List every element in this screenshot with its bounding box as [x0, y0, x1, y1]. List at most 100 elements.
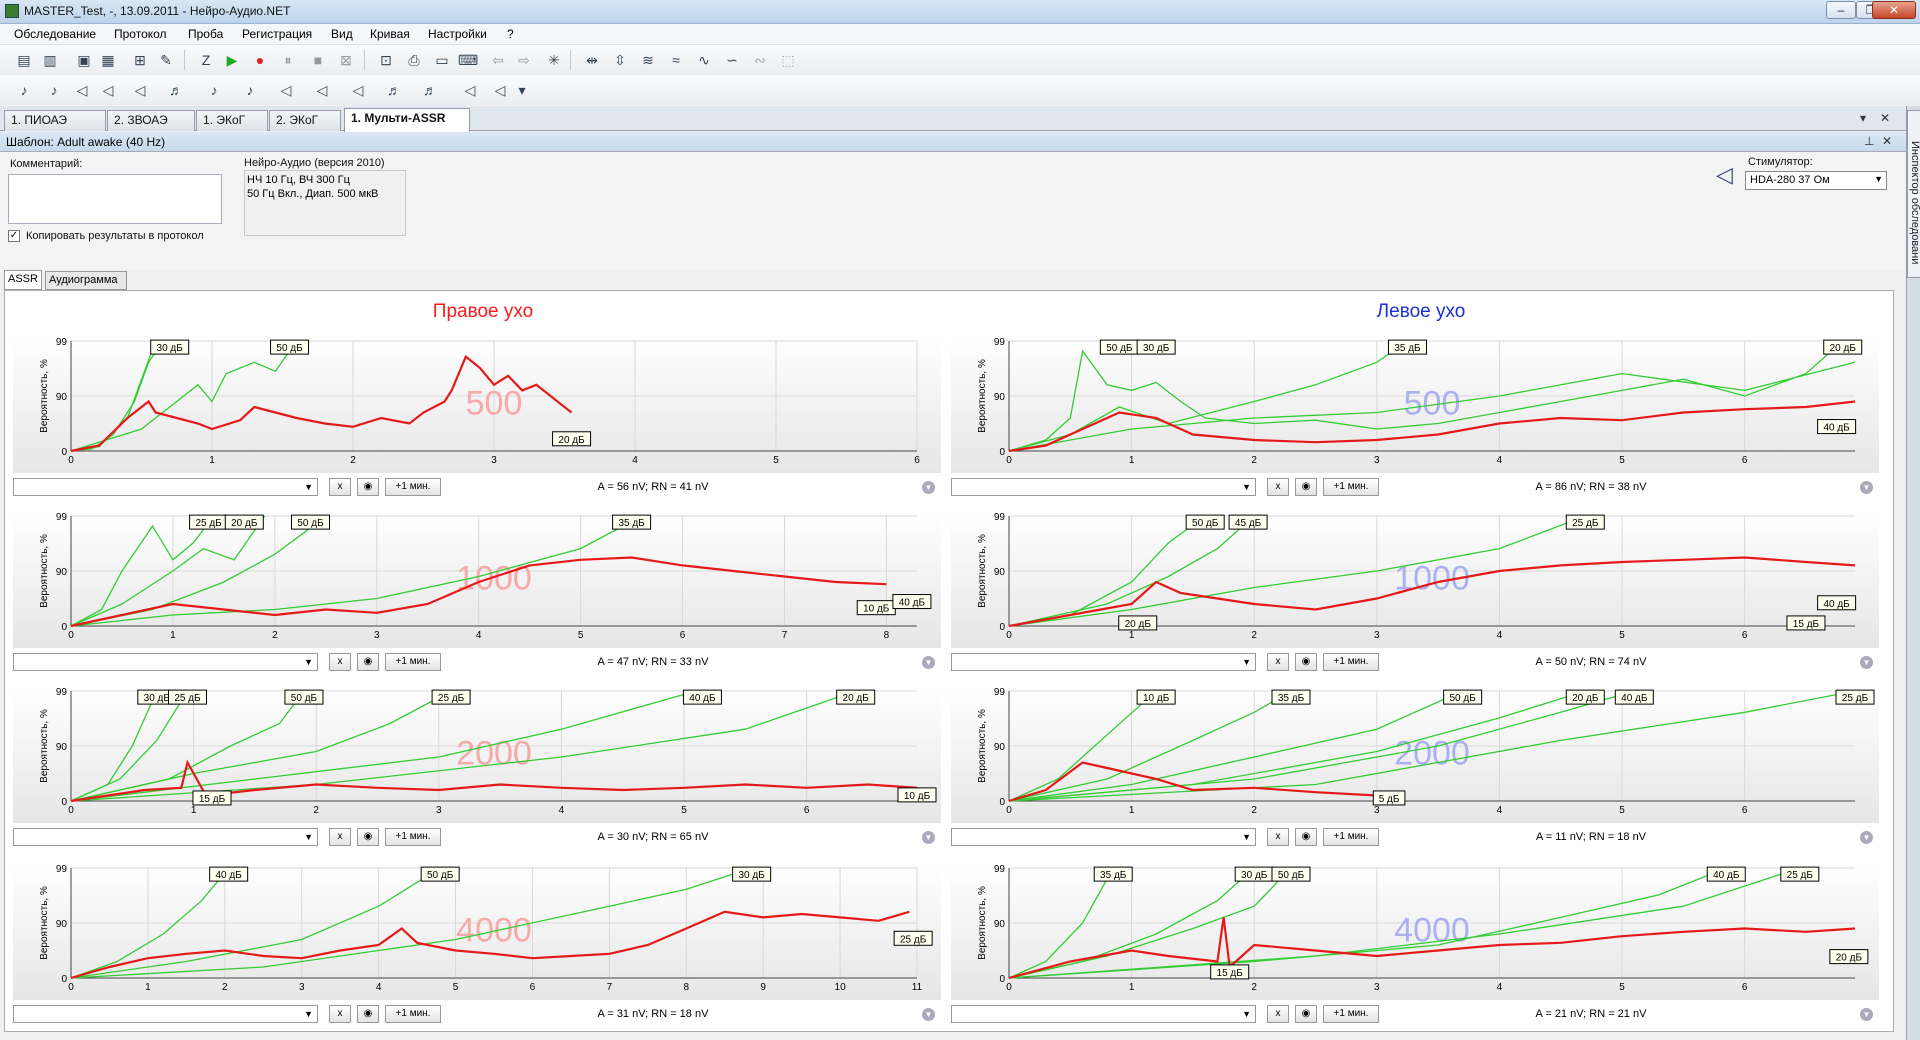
menu-examination[interactable]: Обследование — [14, 27, 97, 41]
speaker-icon[interactable]: ◁ — [464, 82, 476, 98]
add-minute-button[interactable]: +1 мин. — [385, 1005, 441, 1023]
menu-probe[interactable]: Проба — [188, 27, 224, 41]
tab-ecog-1[interactable]: 1. ЭКоГ — [196, 110, 268, 131]
add-icon[interactable]: ⊞ — [134, 52, 146, 68]
tab-audiogram[interactable]: Аудиограмма — [45, 271, 127, 290]
save-icon[interactable]: ▣ — [77, 52, 91, 68]
remove-button[interactable]: x — [1267, 828, 1289, 846]
add-minute-button[interactable]: +1 мин. — [385, 653, 441, 671]
play-icon[interactable]: ▶ — [226, 52, 238, 68]
record-icon[interactable]: ● — [255, 52, 265, 68]
speaker-icon[interactable]: ◁ — [134, 82, 146, 98]
headphones-icon[interactable]: ♬ — [169, 82, 183, 98]
tab-list-icon[interactable]: ▾ — [1860, 111, 1867, 125]
record-button[interactable]: ◉ — [357, 653, 379, 671]
back-icon[interactable]: ⇦ — [492, 52, 504, 68]
record-button[interactable]: ◉ — [1295, 828, 1317, 846]
speaker-icon[interactable]: ◁ — [316, 82, 328, 98]
folder-icon[interactable]: ▦ — [101, 52, 115, 68]
record-button[interactable]: ◉ — [1295, 1005, 1317, 1023]
keyboard-icon[interactable]: ⌨ — [458, 52, 479, 68]
tab-multi-assr[interactable]: 1. Мульти-ASSR — [344, 108, 470, 132]
wave-expand-icon[interactable]: ⇳ — [614, 52, 626, 68]
remove-button[interactable]: x — [329, 653, 351, 671]
clear-icon[interactable]: ⊠ — [340, 52, 352, 68]
comment-input[interactable] — [8, 174, 222, 224]
tab-ecog-2[interactable]: 2. ЭКоГ — [269, 110, 341, 131]
remove-button[interactable]: x — [329, 828, 351, 846]
mark-icon[interactable]: ✳ — [548, 52, 560, 68]
expand-icon[interactable]: ▼ — [1860, 481, 1873, 494]
menu-help[interactable]: ? — [507, 27, 514, 41]
record-button[interactable]: ◉ — [357, 478, 379, 496]
add-minute-button[interactable]: +1 мин. — [1323, 478, 1379, 496]
open-icon[interactable]: ▥ — [43, 52, 57, 68]
expand-icon[interactable]: ▼ — [922, 481, 935, 494]
pause-icon[interactable]: ⏸ — [284, 52, 292, 68]
curve-select[interactable]: ▼ — [13, 1005, 318, 1023]
remove-button[interactable]: x — [329, 478, 351, 496]
ear-icon[interactable]: ♪ — [20, 82, 28, 98]
remove-button[interactable]: x — [329, 1005, 351, 1023]
menu-registration[interactable]: Регистрация — [242, 27, 313, 41]
speaker-icon[interactable]: ◁ — [352, 82, 364, 98]
tab-pioae[interactable]: 1. ПИОАЭ — [4, 110, 106, 131]
expand-icon[interactable]: ▼ — [922, 1008, 935, 1021]
remove-button[interactable]: x — [1267, 653, 1289, 671]
add-minute-button[interactable]: +1 мин. — [385, 478, 441, 496]
remove-button[interactable]: x — [1267, 478, 1289, 496]
tab-zvoae[interactable]: 2. ЗВОАЭ — [107, 110, 195, 131]
dropdown-icon[interactable]: ▾ — [518, 82, 526, 98]
wave-off-icon[interactable]: ∾ — [754, 52, 766, 68]
menu-settings[interactable]: Настройки — [428, 27, 487, 41]
close-button[interactable]: ✕ — [1872, 1, 1916, 19]
new-icon[interactable]: ▤ — [17, 52, 31, 68]
stop-icon[interactable]: ■ — [313, 52, 323, 68]
window-icon[interactable]: ▭ — [435, 52, 449, 68]
menu-view[interactable]: Вид — [331, 27, 353, 41]
speaker-icon[interactable]: ◁ — [280, 82, 292, 98]
pin-icon[interactable]: ⊥ — [1864, 134, 1875, 148]
select-icon[interactable]: ⬚ — [781, 52, 795, 68]
minimize-button[interactable]: – — [1826, 1, 1856, 19]
curve-select[interactable]: ▼ — [951, 1005, 1256, 1023]
curve-select[interactable]: ▼ — [13, 653, 318, 671]
wave-filter-icon[interactable]: ≈ — [672, 52, 680, 68]
zoom-icon[interactable]: ⊡ — [380, 52, 392, 68]
record-button[interactable]: ◉ — [357, 828, 379, 846]
wave-compress-icon[interactable]: ⇹ — [586, 52, 598, 68]
tools-icon[interactable]: ✎ — [160, 52, 172, 68]
curve-select[interactable]: ▼ — [951, 828, 1256, 846]
headphones-icon[interactable]: ♬ — [387, 82, 401, 98]
headphones-icon[interactable]: ♬ — [423, 82, 437, 98]
tab-assr[interactable]: ASSR — [4, 270, 42, 290]
expand-icon[interactable]: ▼ — [1860, 1008, 1873, 1021]
speaker-icon[interactable]: ◁ — [494, 82, 506, 98]
add-minute-button[interactable]: +1 мин. — [385, 828, 441, 846]
record-button[interactable]: ◉ — [1295, 653, 1317, 671]
expand-icon[interactable]: ▼ — [1860, 831, 1873, 844]
menu-protocol[interactable]: Протокол — [114, 27, 167, 41]
add-minute-button[interactable]: +1 мин. — [1323, 828, 1379, 846]
add-minute-button[interactable]: +1 мин. — [1323, 653, 1379, 671]
copy-checkbox[interactable]: ✓ — [8, 230, 20, 242]
ear-icon[interactable]: ♪ — [50, 82, 58, 98]
wave-marker-icon[interactable]: ∽ — [726, 52, 738, 68]
speaker-icon[interactable]: ◁ — [76, 82, 88, 98]
forward-icon[interactable]: ⇨ — [518, 52, 530, 68]
menu-curve[interactable]: Кривая — [370, 27, 410, 41]
record-button[interactable]: ◉ — [1295, 478, 1317, 496]
panel-close-icon[interactable]: ✕ — [1882, 134, 1893, 148]
wave-icon[interactable]: ∿ — [698, 52, 710, 68]
tab-close-icon[interactable]: ✕ — [1880, 111, 1891, 125]
print-icon[interactable]: ⎙ — [408, 52, 420, 68]
expand-icon[interactable]: ▼ — [922, 656, 935, 669]
curve-select[interactable]: ▼ — [13, 828, 318, 846]
curve-select[interactable]: ▼ — [951, 653, 1256, 671]
wave-stack-icon[interactable]: ≋ — [642, 52, 654, 68]
ear-icon[interactable]: ♪ — [246, 82, 254, 98]
zero-icon[interactable]: Z — [201, 52, 211, 68]
curve-select[interactable]: ▼ — [13, 478, 318, 496]
stimulator-select[interactable]: HDA-280 37 Ом ▼ — [1745, 171, 1887, 190]
speaker-icon[interactable]: ◁ — [102, 82, 114, 98]
